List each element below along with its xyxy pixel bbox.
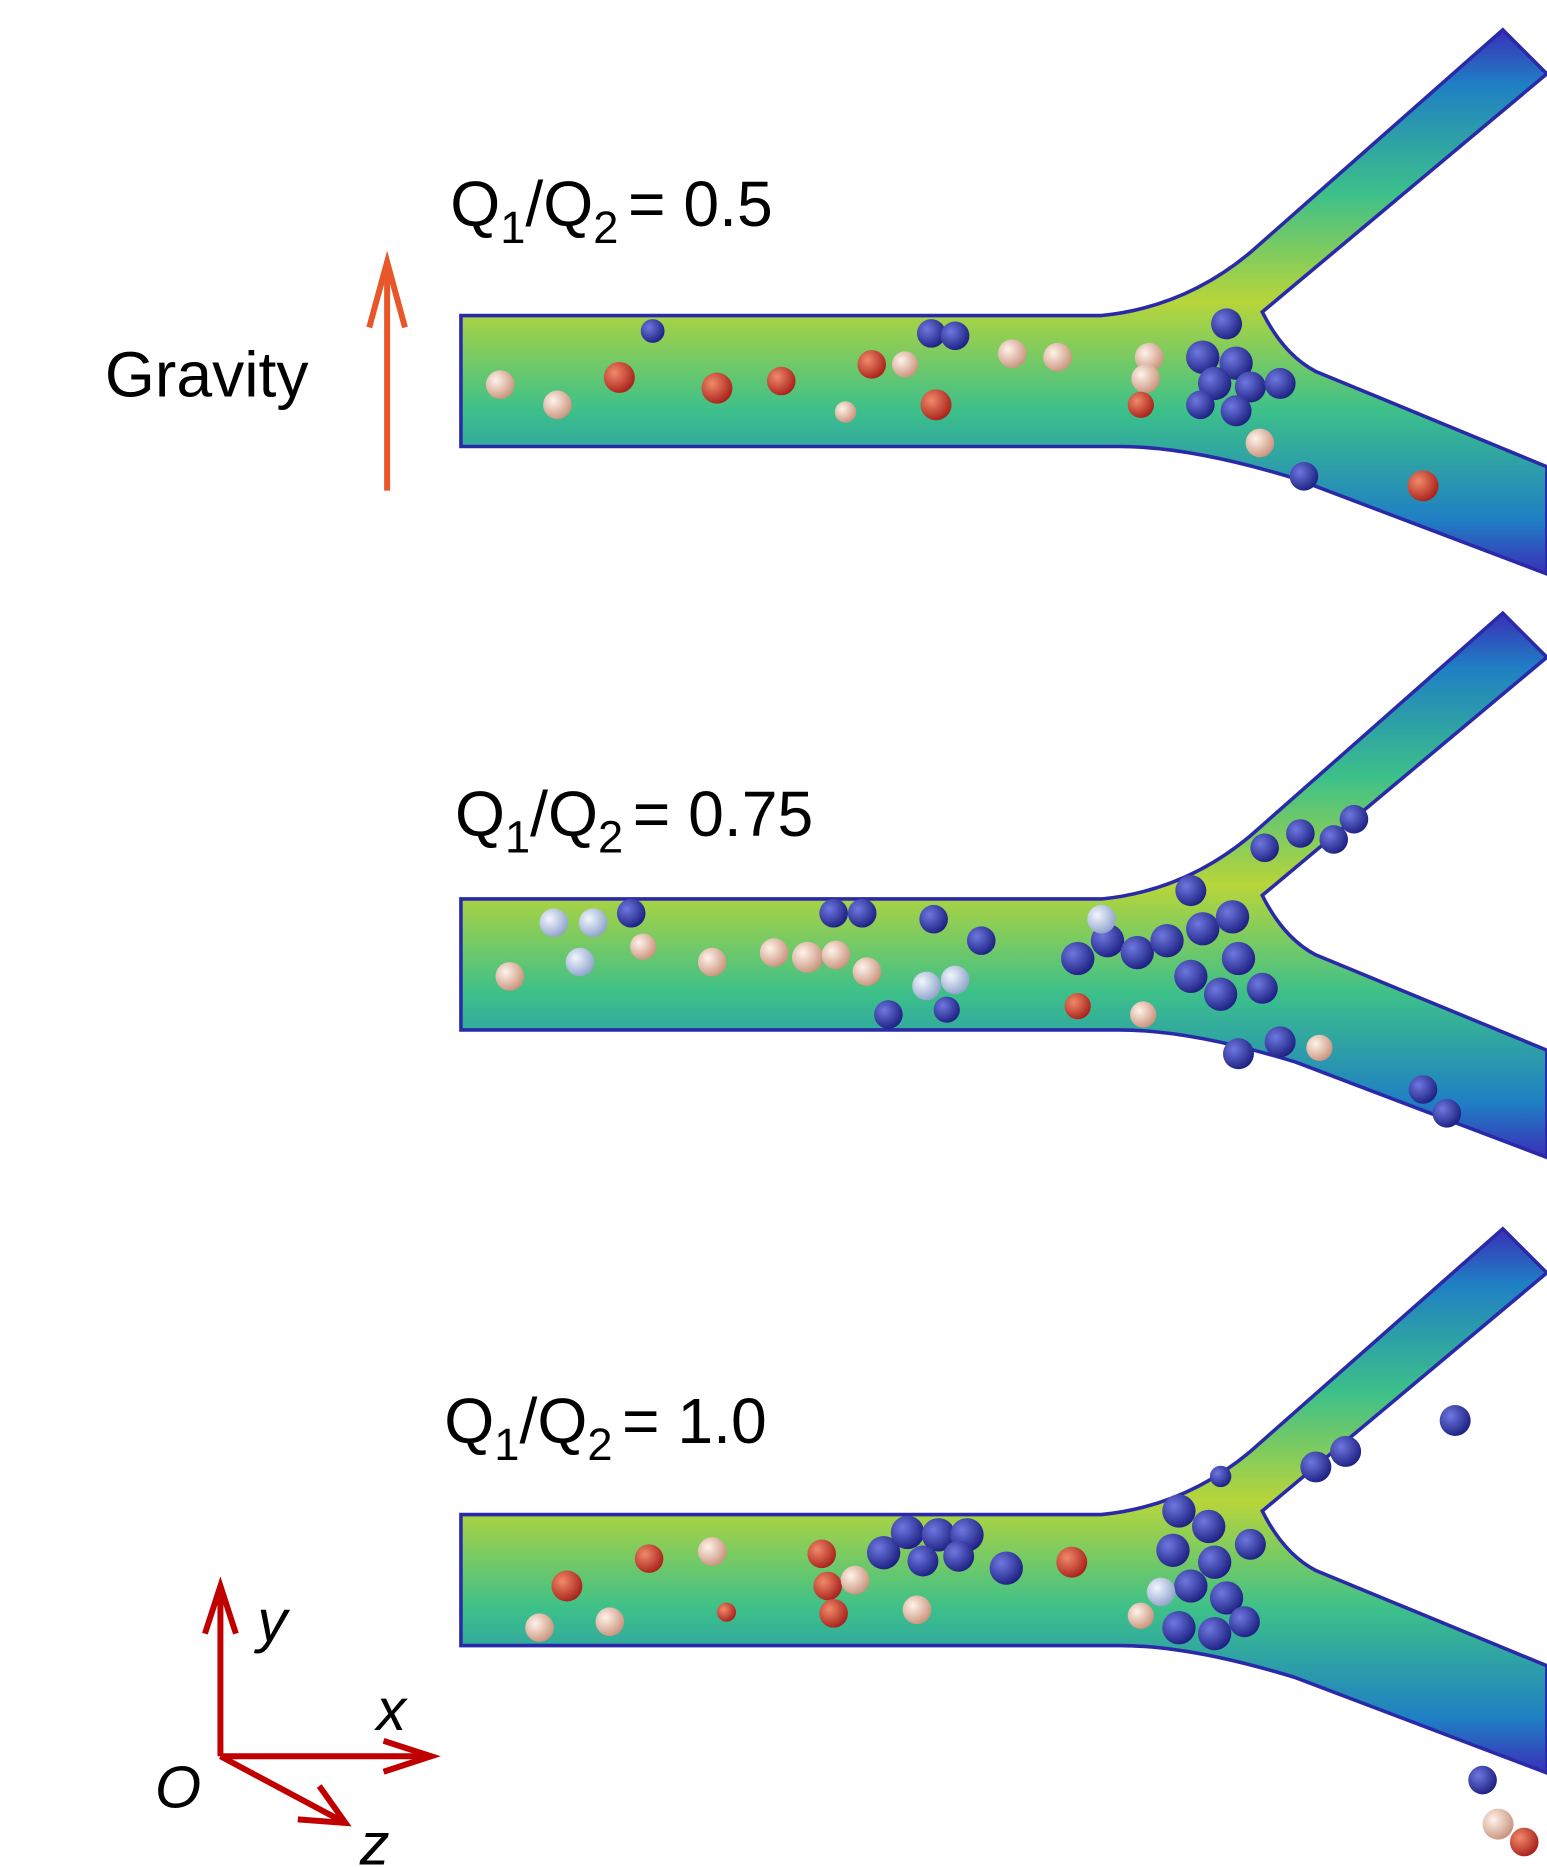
label-part: = 1.0 <box>622 1385 767 1457</box>
channel-panel <box>461 30 1547 574</box>
axis-label: O <box>155 1753 201 1820</box>
panel-label: Q1/Q2= 1.0 <box>444 1385 767 1470</box>
label-subscript: 2 <box>587 1419 612 1470</box>
label-part: Q <box>450 168 500 240</box>
label-part: Q <box>444 1385 494 1457</box>
gravity-arrow <box>369 262 405 491</box>
axis-label: x <box>373 1676 408 1743</box>
label-subscript: 1 <box>494 1419 519 1470</box>
axis-label: y <box>253 1587 290 1654</box>
label-part: /Q <box>525 168 593 240</box>
channel-panel <box>461 613 1547 1157</box>
label-subscript: 2 <box>598 812 623 863</box>
label-subscript: 2 <box>593 202 618 253</box>
label-subscript: 1 <box>500 202 525 253</box>
page: {"gravity_label": "Gravity", "panels": [… <box>0 0 1547 1867</box>
label-part: = 0.5 <box>628 168 773 240</box>
label-subscript: 1 <box>505 812 530 863</box>
label-part: = 0.75 <box>633 778 814 850</box>
label-part: /Q <box>530 778 598 850</box>
figure: Q1/Q2= 0.5 Q1/Q2= 0.75 Q1/Q2= 1.0 Gravit… <box>0 0 1547 1867</box>
label-part: /Q <box>519 1385 587 1457</box>
panel-label: Q1/Q2= 0.75 <box>455 778 813 863</box>
gravity-label: Gravity <box>105 338 309 410</box>
label-part: Q <box>455 778 505 850</box>
channel-panel <box>461 1229 1547 1856</box>
axis-label: z <box>359 1811 390 1867</box>
panel-label: Q1/Q2= 0.5 <box>450 168 773 253</box>
